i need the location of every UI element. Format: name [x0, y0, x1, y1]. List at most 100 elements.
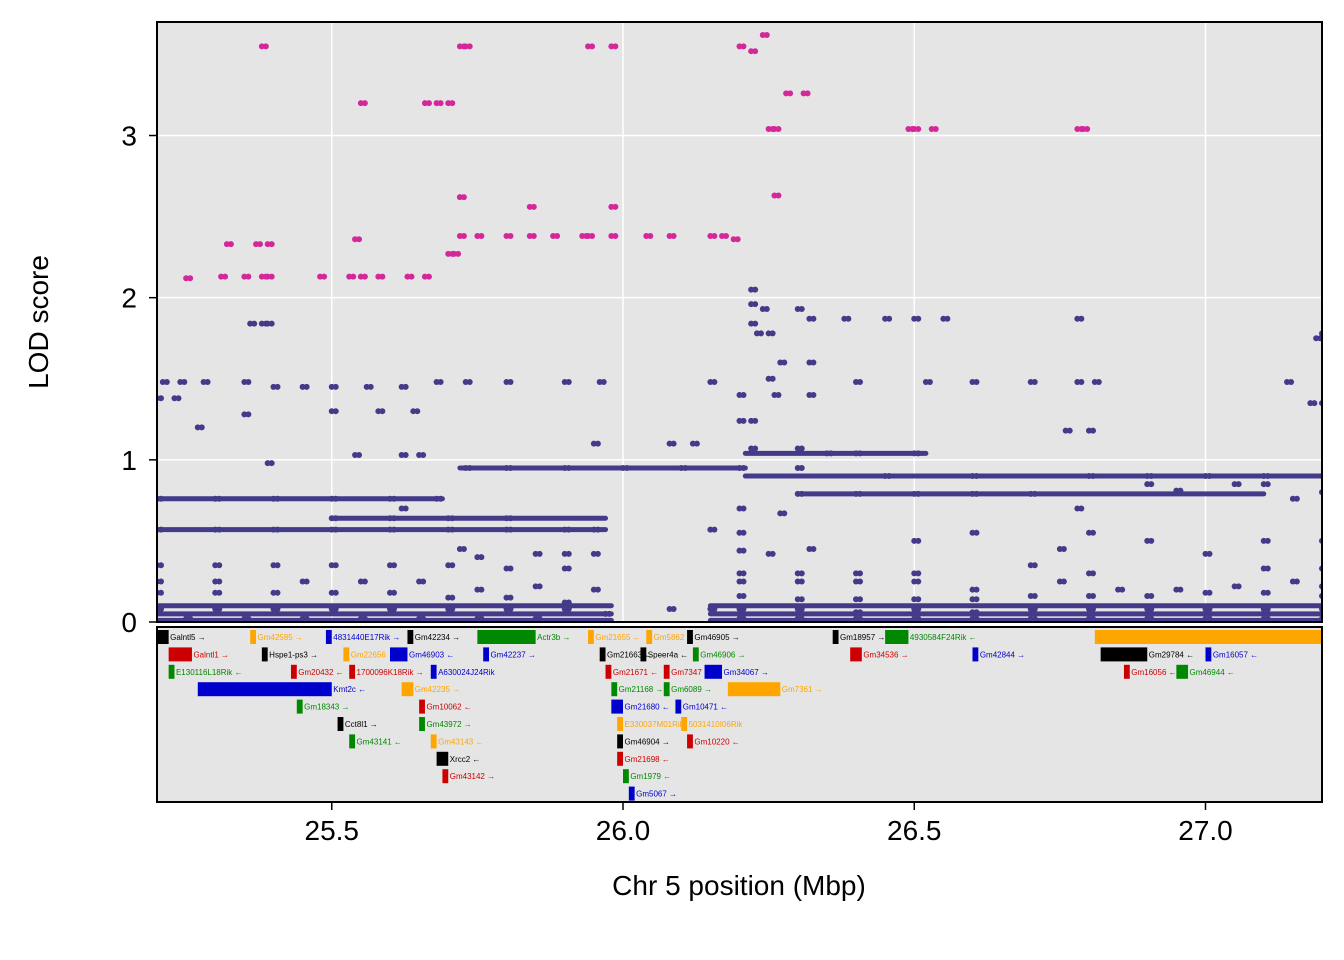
- marker-point: [420, 615, 427, 622]
- marker-point: [775, 126, 782, 133]
- marker-point: [530, 203, 537, 210]
- marker-point: [606, 610, 613, 617]
- x-axis-label: Chr 5 position (Mbp): [612, 870, 866, 901]
- marker-point: [752, 48, 759, 55]
- marker-point: [973, 379, 980, 385]
- marker-point: [1177, 487, 1184, 494]
- marker-point: [769, 550, 776, 557]
- marker-point: [612, 43, 619, 50]
- marker-point: [589, 233, 596, 240]
- marker-point: [181, 379, 188, 385]
- marker-point: [1323, 606, 1329, 612]
- marker-point: [647, 233, 654, 240]
- marker-point: [612, 233, 619, 240]
- marker-point: [1090, 473, 1096, 480]
- gene-label: Gm5862 ←: [654, 633, 695, 642]
- marker-point: [798, 615, 805, 622]
- marker-point: [391, 495, 397, 502]
- marker-point: [216, 589, 223, 596]
- gene-label: Gm10062 ←: [426, 703, 471, 712]
- marker-point: [915, 596, 922, 603]
- gene-label: Gm21671 ←: [613, 668, 658, 677]
- marker-point: [1206, 615, 1213, 622]
- marker-point: [332, 589, 339, 596]
- marker-point: [565, 550, 572, 557]
- gene-box: [430, 664, 437, 679]
- marker-point: [158, 606, 164, 613]
- marker-point: [682, 464, 689, 471]
- marker-point: [478, 586, 485, 593]
- marker-point: [1177, 586, 1184, 593]
- gene-box: [349, 734, 356, 749]
- marker-point: [245, 615, 252, 622]
- gene-box: [1123, 664, 1130, 679]
- marker-point: [391, 562, 397, 569]
- marker-point: [262, 43, 269, 50]
- marker-point: [1323, 489, 1329, 495]
- marker-point: [1264, 473, 1271, 480]
- gene-box: [168, 664, 175, 679]
- gene-label: Gm29784 ←: [1149, 650, 1194, 659]
- gene-panel-border: [156, 626, 1323, 803]
- gene-box: [832, 630, 839, 644]
- marker-point: [204, 379, 211, 385]
- gene-box: [972, 647, 979, 662]
- marker-point: [752, 320, 759, 327]
- marker-point: [1323, 593, 1329, 599]
- marker-point: [740, 606, 747, 613]
- gene-label: Gm46903 ←: [409, 650, 454, 659]
- marker-point: [361, 615, 368, 622]
- gene-label: 4831440E17Rik →: [333, 633, 400, 642]
- marker-point: [915, 615, 922, 622]
- marker-point: [379, 273, 386, 280]
- marker-point: [798, 306, 805, 313]
- gene-box: [157, 630, 169, 644]
- marker-point: [1323, 330, 1329, 336]
- marker-point: [594, 526, 601, 533]
- marker-point: [1090, 570, 1096, 577]
- marker-point: [565, 606, 572, 613]
- marker-point: [1148, 615, 1155, 622]
- marker-point: [1264, 537, 1271, 544]
- gene-box: [687, 630, 693, 644]
- marker-point: [251, 320, 258, 327]
- gene-label: Gm42844 →: [980, 650, 1025, 659]
- marker-point: [507, 515, 514, 522]
- marker-point: [798, 490, 805, 497]
- marker-point: [1078, 315, 1085, 322]
- gene-box: [337, 717, 344, 731]
- marker-point: [1090, 606, 1096, 613]
- gene-label: Gm34536 →: [863, 650, 908, 659]
- lod-panel-border: [156, 21, 1323, 623]
- marker-point: [711, 379, 718, 385]
- gene-box: [325, 630, 332, 644]
- marker-point: [740, 43, 747, 50]
- marker-point: [670, 606, 677, 613]
- marker-point: [1264, 615, 1271, 622]
- gene-label: Gm18957 →: [840, 633, 885, 642]
- gene-panel: Galntl5 → Gm42585 → 4831440E17Rik → Gm42234…: [156, 626, 1323, 803]
- marker-point: [332, 383, 339, 390]
- marker-point: [437, 100, 444, 107]
- marker-point: [466, 43, 473, 50]
- marker-point: [740, 417, 747, 424]
- gene-label: Gm1979 ←: [630, 772, 671, 781]
- marker-point: [1293, 578, 1300, 585]
- gene-label: Cct8l1 →: [345, 720, 378, 729]
- marker-point: [554, 233, 561, 240]
- marker-point: [158, 562, 164, 569]
- marker-point: [227, 241, 234, 248]
- marker-point: [1148, 606, 1155, 613]
- marker-point: [216, 562, 223, 569]
- marker-point: [926, 379, 933, 385]
- marker-point: [1031, 606, 1038, 613]
- marker-point: [752, 301, 759, 308]
- marker-point: [1206, 606, 1213, 613]
- marker-point: [1264, 589, 1271, 596]
- gene-box: [483, 647, 490, 662]
- marker-point: [1323, 616, 1329, 622]
- y-tick-label: 2: [121, 283, 137, 314]
- gene-label: E130116L18Rik ←: [176, 668, 243, 677]
- marker-point: [711, 233, 718, 240]
- marker-point: [391, 589, 397, 596]
